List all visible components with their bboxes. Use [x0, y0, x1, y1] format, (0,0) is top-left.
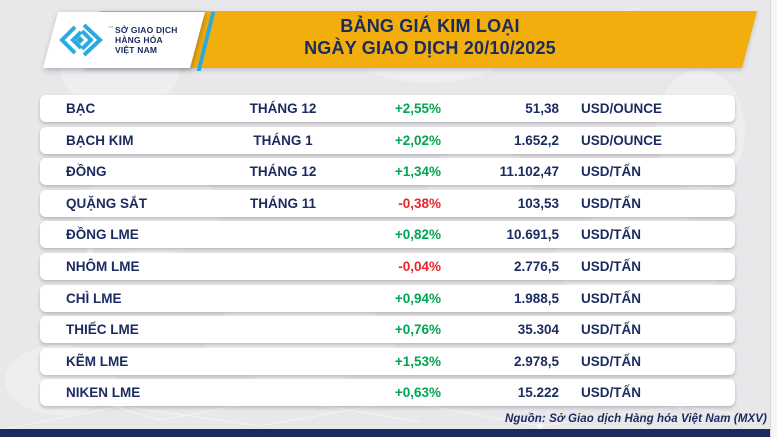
bottom-navy-bar	[0, 429, 777, 437]
price-row: KẼM LME +1,53% 2.978,5 USD/TẤN	[40, 347, 735, 375]
contract-month: THÁNG 1	[253, 132, 313, 148]
price-value: 10.691,5	[506, 227, 559, 243]
contract-month: THÁNG 12	[249, 164, 317, 180]
price-unit: USD/TẤN	[581, 353, 641, 369]
trademark-symbol: ™	[108, 26, 114, 32]
change-percent: +0,94%	[394, 290, 441, 306]
change-percent: -0,38%	[398, 195, 441, 211]
price-value: 11.102,47	[499, 164, 559, 180]
price-row: ĐỒNG THÁNG 12 +1,34% 11.102,47 USD/TẤN	[40, 158, 735, 186]
change-percent: -0,04%	[398, 258, 441, 274]
mxv-logo-card: ™ SỞ GIAO DỊCH HÀNG HÓA VIỆT NAM	[43, 12, 205, 68]
price-value: 1.652,2	[513, 132, 559, 148]
price-unit: USD/OUNCE	[581, 132, 663, 148]
change-percent: +0,63%	[394, 385, 441, 401]
org-name-line2: HÀNG HÓA	[115, 35, 163, 45]
commodity-name: BẠC	[66, 101, 96, 116]
commodity-name: KẼM LME	[66, 353, 129, 369]
commodity-name: QUẶNG SẮT	[66, 195, 147, 211]
price-table: BẠC THÁNG 12 +2,55% 51,38 USD/OUNCE BẠCH…	[40, 95, 735, 411]
change-percent: +0,82%	[394, 227, 441, 243]
contract-month: THÁNG 11	[249, 195, 317, 211]
change-percent: +2,55%	[394, 101, 441, 116]
org-name-line3: VIỆT NAM	[115, 45, 158, 55]
price-row: CHÌ LME +0,94% 1.988,5 USD/TẤN	[40, 284, 735, 312]
price-row: NIKEN LME +0,63% 15.222 USD/TẤN	[40, 379, 735, 407]
page-title-line1: BẢNG GIÁ KIM LOẠI	[340, 16, 520, 36]
source-caption: Nguồn: Sở Giao dịch Hàng hóa Việt Nam (M…	[504, 413, 767, 425]
price-row: NHÔM LME -0,04% 2.776,5 USD/TẤN	[40, 252, 735, 280]
org-name: SỞ GIAO DỊCH HÀNG HÓA VIỆT NAM	[115, 25, 178, 55]
price-unit: USD/TẤN	[581, 164, 641, 180]
contract-month: THÁNG 12	[249, 101, 317, 116]
change-percent: +1,34%	[394, 164, 441, 180]
price-unit: USD/TẤN	[581, 322, 641, 338]
mxv-logo-icon	[59, 23, 103, 57]
price-value: 51,38	[525, 101, 559, 116]
price-unit: USD/TẤN	[581, 290, 641, 306]
org-name-line1: SỞ GIAO DỊCH	[115, 25, 178, 35]
commodity-name: THIẾC LME	[66, 322, 139, 338]
price-value: 2.776,5	[513, 258, 559, 274]
price-row: THIẾC LME +0,76% 35.304 USD/TẤN	[40, 316, 735, 344]
price-row: ĐỒNG LME +0,82% 10.691,5 USD/TẤN	[40, 221, 735, 249]
change-percent: +1,53%	[394, 353, 441, 369]
right-edge-strip	[770, 0, 777, 437]
price-value: 2.978,5	[513, 353, 559, 369]
price-value: 1.988,5	[513, 290, 559, 306]
price-value: 103,53	[517, 195, 559, 211]
change-percent: +0,76%	[394, 322, 441, 338]
page-title-line2: NGÀY GIAO DỊCH 20/10/2025	[304, 38, 556, 58]
commodity-name: BẠCH KIM	[66, 132, 134, 148]
price-value: 15.222	[517, 385, 559, 401]
price-row: QUẶNG SẮT THÁNG 11 -0,38% 103,53 USD/TẤN	[40, 189, 735, 217]
price-unit: USD/TẤN	[581, 227, 641, 243]
price-unit: USD/OUNCE	[581, 101, 663, 116]
commodity-name: CHÌ LME	[66, 290, 122, 306]
price-unit: USD/TẤN	[581, 195, 641, 211]
change-percent: +2,02%	[394, 132, 441, 148]
commodity-name: ĐỒNG LME	[66, 227, 139, 243]
commodity-name: NIKEN LME	[66, 385, 141, 401]
price-value: 35.304	[517, 322, 559, 338]
price-row: BẠC THÁNG 12 +2,55% 51,38 USD/OUNCE	[40, 95, 735, 122]
commodity-name: NHÔM LME	[66, 258, 140, 274]
page-title: BẢNG GIÁ KIM LOẠI NGÀY GIAO DỊCH 20/10/2…	[140, 15, 720, 59]
price-row: BẠCH KIM THÁNG 1 +2,02% 1.652,2 USD/OUNC…	[40, 126, 735, 154]
price-unit: USD/TẤN	[581, 385, 641, 401]
commodity-name: ĐỒNG	[66, 164, 107, 180]
price-unit: USD/TẤN	[581, 258, 641, 274]
